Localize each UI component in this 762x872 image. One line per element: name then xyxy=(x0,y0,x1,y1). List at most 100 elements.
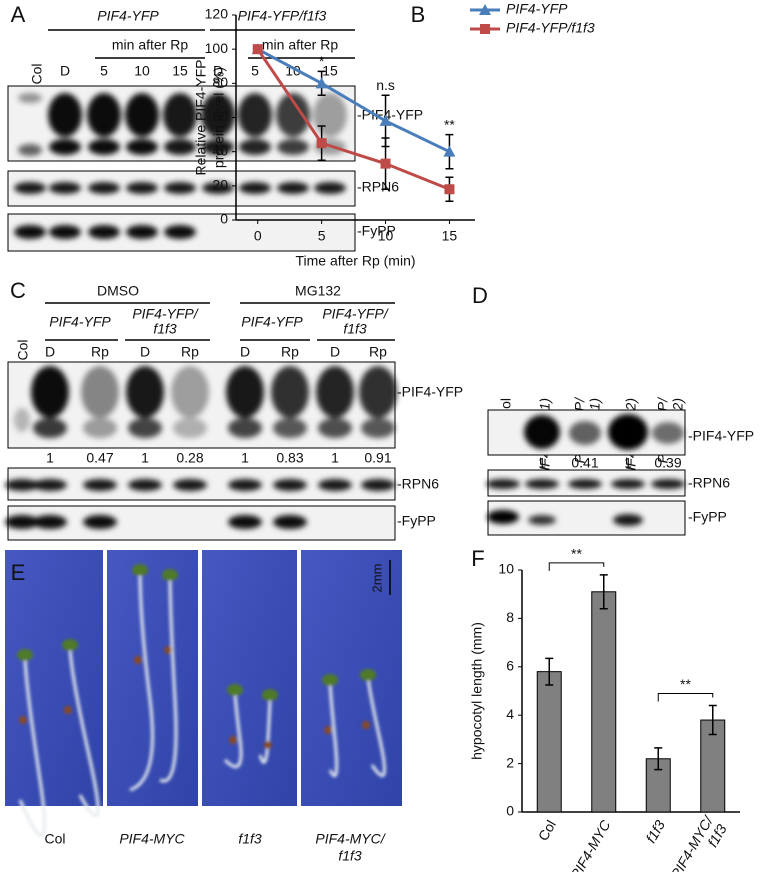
blot-rpn6 xyxy=(5,467,396,501)
ratio-label: 0.39 xyxy=(654,455,681,471)
blot-pif4 xyxy=(7,85,356,162)
error-bar xyxy=(599,574,608,610)
ratio-label: 0.28 xyxy=(176,450,203,466)
ratio-label: 1 xyxy=(241,450,249,466)
cotyledon xyxy=(262,689,278,701)
group-label: PIF4-YFP xyxy=(49,314,111,330)
band xyxy=(126,225,158,239)
annotation: ** xyxy=(444,116,455,132)
photo-label: PIF4-MYC xyxy=(119,831,185,847)
hypocotyl xyxy=(159,574,178,783)
seed-coat xyxy=(64,706,72,714)
band xyxy=(126,139,158,155)
blot-bands xyxy=(18,93,347,156)
blot-rpn6 xyxy=(7,170,356,207)
bar xyxy=(536,671,562,813)
point xyxy=(444,184,455,195)
seedling-photo xyxy=(301,550,402,806)
band xyxy=(48,93,82,137)
band xyxy=(164,182,196,194)
group-label: f1f3 xyxy=(343,321,367,337)
row-label: -RPN6 xyxy=(688,475,730,491)
panel-letter: A xyxy=(11,2,26,27)
band xyxy=(613,514,643,526)
band xyxy=(5,515,39,529)
lane-label: 15 xyxy=(322,63,338,79)
group-sublabel: min after Rp xyxy=(112,37,188,53)
photo-label: f1f3 xyxy=(338,848,362,864)
band xyxy=(361,418,395,438)
error-bar xyxy=(708,704,717,736)
y-tick-label: 4 xyxy=(506,706,514,722)
group-label: PIF4-YFP xyxy=(97,8,159,24)
group-label: PIF4-YFP/f1f3 xyxy=(238,8,327,24)
band xyxy=(128,418,162,438)
ratio-label: 0.83 xyxy=(276,450,303,466)
series-line xyxy=(257,47,451,154)
ratio-label: 1 xyxy=(141,450,149,466)
blot-bands xyxy=(14,182,346,194)
hypocotyl xyxy=(328,679,339,778)
lane-label: 15 xyxy=(172,63,188,79)
band xyxy=(18,144,42,156)
seed-coat xyxy=(324,726,332,734)
x-tick-label: 0 xyxy=(254,228,262,244)
annotation: ** xyxy=(680,676,691,692)
lane-label: Rp xyxy=(281,344,299,360)
row-label: -PIF4-YFP xyxy=(357,107,423,123)
group-label: PIF4-YFP/ xyxy=(132,306,199,322)
band xyxy=(277,182,309,194)
ratio-label: 1 xyxy=(46,450,54,466)
y-tick-label: 0 xyxy=(506,803,514,819)
x-tick-label: 10 xyxy=(378,228,394,244)
lane-label: Rp xyxy=(91,344,109,360)
band xyxy=(651,479,685,489)
band xyxy=(359,366,397,418)
group-sublabel: min after Rp xyxy=(262,37,338,53)
band xyxy=(83,515,117,529)
blot-bands xyxy=(14,366,397,438)
point xyxy=(316,138,327,149)
point xyxy=(252,44,263,55)
band xyxy=(88,139,120,155)
band xyxy=(14,225,46,239)
band xyxy=(171,366,209,418)
band xyxy=(164,139,196,155)
band xyxy=(228,479,262,491)
blot-fypp xyxy=(5,505,396,541)
lane-label: D xyxy=(45,344,55,360)
row-label: -RPN6 xyxy=(357,179,399,195)
band xyxy=(49,225,81,239)
lane-label: D xyxy=(330,344,340,360)
ratio-label: 0.47 xyxy=(86,450,113,466)
annotation: n.s xyxy=(376,77,395,93)
photo-label: Col xyxy=(44,831,65,847)
y-tick-label: 60 xyxy=(212,108,228,124)
hypocotyl xyxy=(366,674,386,778)
band xyxy=(239,139,271,155)
band xyxy=(273,515,307,529)
annotation: * xyxy=(319,53,325,69)
band xyxy=(202,182,234,194)
band xyxy=(33,418,67,438)
lane-label: 5 xyxy=(100,63,108,79)
cotyledon xyxy=(227,684,243,696)
seedling-photo xyxy=(107,550,198,806)
blot-bands xyxy=(487,510,643,526)
y-tick-label: 120 xyxy=(205,6,229,22)
y-tick-label: 80 xyxy=(212,74,228,90)
group-label: f1f3 xyxy=(153,321,177,337)
row-label: -PIF4-YFP xyxy=(397,384,463,400)
photo-label: f1f3 xyxy=(238,831,262,847)
band xyxy=(524,415,560,449)
blot-bands xyxy=(5,515,307,529)
y-axis-label: Relative PIF4-YFP xyxy=(193,60,209,176)
x-axis-label: Time after Rp (min) xyxy=(295,253,415,269)
hypocotyl xyxy=(258,694,272,764)
band xyxy=(608,414,648,450)
band xyxy=(87,93,121,137)
bar xyxy=(591,591,617,813)
band xyxy=(228,418,262,438)
seed-coat xyxy=(229,736,237,744)
